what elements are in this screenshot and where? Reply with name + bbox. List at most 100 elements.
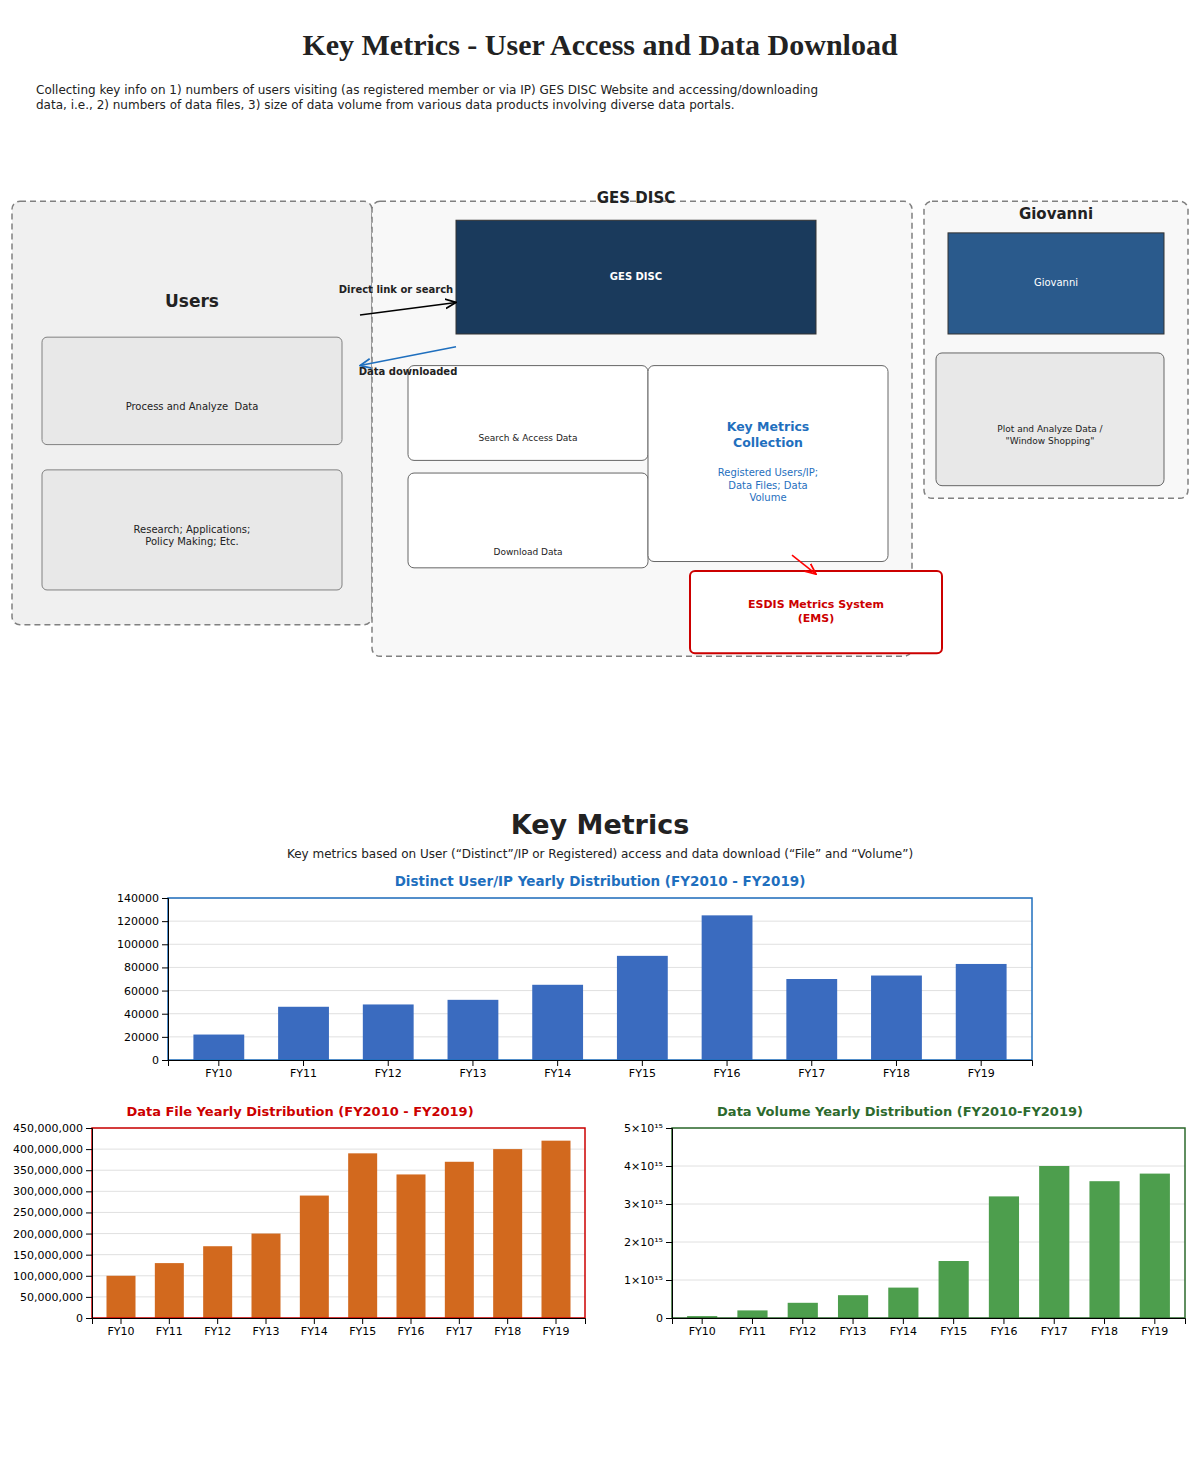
x-tick: FY13 [459, 1060, 486, 1080]
y-tick: 20000 [124, 1031, 168, 1044]
bar [702, 915, 753, 1060]
x-tick-label: FY19 [968, 1067, 995, 1080]
search-box [408, 366, 648, 461]
x-tick-label: FY11 [739, 1325, 766, 1338]
x-tick-mark [1054, 1318, 1055, 1324]
y-tick: 350,000,000 [13, 1164, 92, 1177]
y-tick-mark [162, 898, 168, 899]
x-tick-mark [169, 1318, 170, 1324]
x-tick: FY15 [349, 1318, 376, 1338]
bar [203, 1246, 232, 1318]
y-tick-mark [162, 967, 168, 968]
y-tick-mark [162, 1014, 168, 1015]
y-tick-mark [86, 1255, 92, 1256]
download-label: Download Data [493, 547, 562, 557]
giovanni-image [948, 233, 1164, 334]
download-box [408, 473, 648, 568]
process-label: Process and Analyze Data [126, 401, 259, 412]
x-tick-label: FY16 [990, 1325, 1017, 1338]
y-tick-mark [86, 1318, 92, 1319]
y-tick: 2×10¹⁵ [624, 1236, 672, 1249]
y-tick-label: 120000 [117, 915, 159, 928]
x-tick-mark [362, 1318, 363, 1324]
x-tick: FY11 [739, 1318, 766, 1338]
chart-title-line: Data Volume Yearly Distribution (FY2010-… [717, 1104, 1083, 1119]
grid [672, 1128, 1185, 1318]
x-tick: FY15 [629, 1060, 656, 1080]
x-tick: FY18 [1091, 1318, 1118, 1338]
y-tick: 400,000,000 [13, 1143, 92, 1156]
bar [448, 1000, 499, 1060]
y-tick-label: 100,000,000 [13, 1270, 83, 1283]
y-tick-label: 300,000,000 [13, 1185, 83, 1198]
y-tick-mark [86, 1297, 92, 1298]
grid [168, 898, 1032, 1060]
page-title-line: Key Metrics - User Access and Data Downl… [302, 28, 898, 61]
x-tick-mark [388, 1060, 389, 1066]
x-tick-mark [121, 1318, 122, 1324]
y-tick: 0 [76, 1312, 92, 1325]
page-subtitle-line: Collecting key info on 1) numbers of use… [36, 83, 818, 97]
x-tick-mark [217, 1318, 218, 1324]
chart-root: Key Metrics - User Access and Data Downl… [0, 0, 1200, 1470]
y-tick-label: 80000 [124, 961, 159, 974]
metrics-detail: Registered Users/IP;Data Files; DataVolu… [718, 467, 818, 503]
x-tick: FY18 [494, 1318, 521, 1338]
x-axis: FY10FY11FY12FY13FY14FY15FY16FY17FY18FY19 [93, 1318, 586, 1338]
x-tick-label: FY10 [205, 1067, 232, 1080]
bar [788, 1303, 818, 1318]
y-tick-label: 450,000,000 [13, 1122, 83, 1135]
arrow-label-line: Direct link or search [339, 284, 453, 295]
bar [445, 1162, 474, 1318]
research-label-line: Research; Applications; [134, 524, 251, 535]
arrow [360, 347, 456, 366]
x-tick-label: FY17 [798, 1067, 825, 1080]
y-axis: 050,000,000100,000,000150,000,000200,000… [13, 1122, 92, 1325]
x-tick: FY16 [714, 1060, 741, 1080]
y-tick: 80000 [124, 961, 168, 974]
x-tick: FY15 [940, 1318, 967, 1338]
section-subtitle-line: Key metrics based on User (“Distinct”/IP… [287, 847, 913, 861]
x-tick-label: FY13 [252, 1325, 279, 1338]
x-tick-mark [314, 1318, 315, 1324]
y-tick: 250,000,000 [13, 1206, 92, 1219]
bar [1140, 1174, 1170, 1318]
x-tick: FY13 [252, 1318, 279, 1338]
x-tick-mark [266, 1318, 267, 1324]
y-tick-label: 0 [76, 1312, 83, 1325]
x-tick: FY14 [544, 1060, 571, 1080]
research-label-line: Policy Making; Etc. [145, 536, 238, 547]
bar [397, 1174, 426, 1318]
x-tick-label: FY10 [689, 1325, 716, 1338]
x-tick-mark [459, 1318, 460, 1324]
grid-line [168, 921, 1032, 922]
y-tick-mark [86, 1234, 92, 1235]
section-title-line: Key Metrics [511, 809, 690, 840]
ems-label-line: ESDIS Metrics System [748, 598, 884, 611]
x-tick: FY12 [789, 1318, 816, 1338]
x-tick-mark [1104, 1318, 1105, 1324]
y-tick-mark [86, 1128, 92, 1129]
x-tick-mark [411, 1318, 412, 1324]
arrow-label: Data downloaded [359, 366, 458, 377]
x-tick-label: FY18 [1091, 1325, 1118, 1338]
plot-box [936, 353, 1164, 486]
y-tick-label: 2×10¹⁵ [624, 1236, 663, 1249]
y-tick-mark [666, 1166, 672, 1167]
y-tick: 60000 [124, 985, 168, 998]
section-title: Key Metrics [511, 809, 690, 840]
grid-line [168, 944, 1032, 945]
x-tick-label: FY16 [397, 1325, 424, 1338]
chart-title: Distinct User/IP Yearly Distribution (FY… [395, 873, 806, 889]
bar [300, 1196, 329, 1318]
x-tick: FY17 [1041, 1318, 1068, 1338]
x-tick: FY12 [375, 1060, 402, 1080]
x-tick-mark [472, 1060, 473, 1066]
x-tick-label: FY12 [204, 1325, 231, 1338]
axis-domain [93, 1319, 586, 1325]
x-tick: FY16 [397, 1318, 424, 1338]
users-label-line: Users [165, 291, 219, 311]
chart-title-line: Data File Yearly Distribution (FY2010 - … [126, 1104, 473, 1119]
x-tick: FY18 [883, 1060, 910, 1080]
y-tick-label: 350,000,000 [13, 1164, 83, 1177]
